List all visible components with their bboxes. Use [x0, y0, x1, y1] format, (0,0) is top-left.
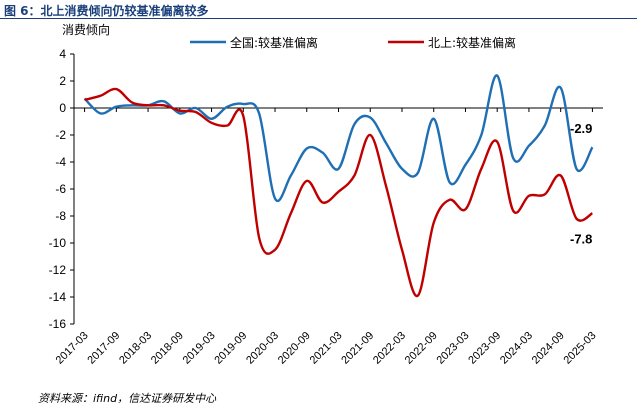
x-tick-label: 2022-09 [403, 330, 440, 367]
x-tick-label: 2021-09 [339, 330, 376, 367]
x-tick-label: 2022-03 [371, 330, 408, 367]
x-tick-label: 2017-03 [54, 330, 91, 367]
end-label-2: -7.8 [570, 231, 592, 246]
x-tick-label: 2023-03 [435, 330, 472, 367]
y-axis-label: 消费倾向 [62, 22, 110, 37]
x-tick-label: 2017-09 [85, 330, 122, 367]
y-tick-label: -2 [55, 128, 66, 142]
x-tick-label: 2024-03 [498, 330, 535, 367]
y-tick-label: -12 [49, 263, 67, 277]
plot-area [83, 74, 594, 297]
legend-label-2: 北上:较基准偏离 [428, 35, 516, 50]
x-tick-label: 2019-09 [212, 330, 249, 367]
y-tick-label: -10 [49, 236, 67, 250]
series-line-2 [84, 87, 594, 297]
legend-label-1: 全国:较基准偏离 [230, 35, 318, 50]
y-tick-label: 4 [59, 47, 66, 61]
legend: 全国:较基准偏离 北上:较基准偏离 [190, 35, 516, 50]
title-divider [0, 18, 637, 19]
x-tick-label: 2025-03 [562, 330, 599, 367]
end-labels: -2.9 -7.8 [570, 121, 592, 246]
series-line-1 [83, 74, 594, 202]
y-axis: 4 2 0 -2 -4 -6 -8 -10 -12 -14 -16 [49, 47, 75, 331]
x-axis: 2017-032017-092018-032018-092019-032019-… [54, 107, 603, 367]
y-tick-label: -6 [55, 182, 66, 196]
y-tick-label: 2 [59, 74, 66, 88]
x-tick-label: 2021-03 [308, 330, 345, 367]
source-note: 资料来源：ifind，信达证券研发中心 [38, 392, 217, 405]
x-tick-label: 2018-03 [117, 330, 154, 367]
x-tick-label: 2020-09 [276, 330, 313, 367]
y-tick-label: 0 [59, 101, 66, 115]
figure-title: 图 6：北上消费倾向仍较基准偏离较多 [4, 4, 209, 18]
y-tick-label: -14 [49, 290, 67, 304]
y-tick-label: -16 [49, 317, 67, 331]
x-tick-label: 2024-09 [530, 330, 567, 367]
x-tick-label: 2020-03 [244, 330, 281, 367]
x-tick-label: 2023-09 [466, 330, 503, 367]
x-tick-label: 2018-09 [149, 330, 186, 367]
x-tick-label: 2019-03 [181, 330, 218, 367]
end-label-1: -2.9 [570, 121, 592, 136]
y-tick-label: -4 [55, 155, 66, 169]
y-tick-label: -8 [55, 209, 66, 223]
